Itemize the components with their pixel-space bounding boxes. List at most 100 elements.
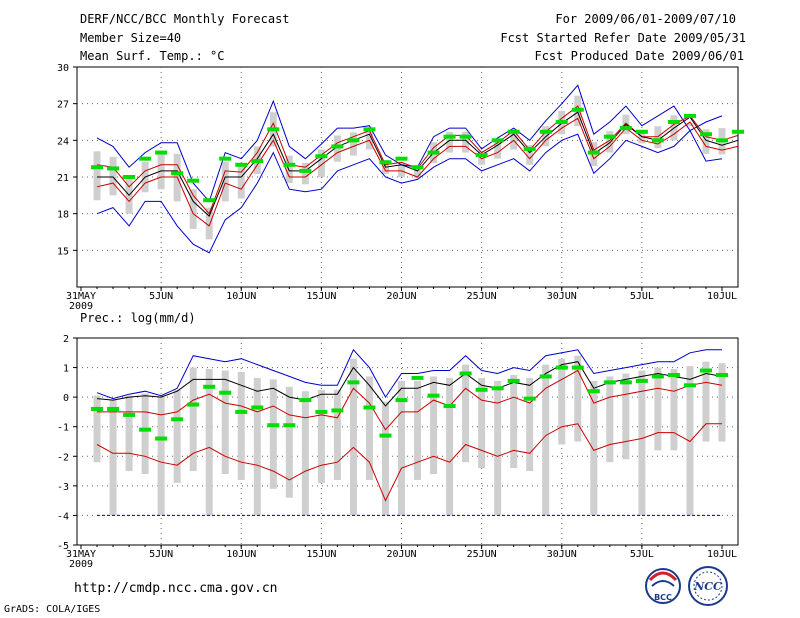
spread-bar <box>109 156 117 196</box>
spread-bar <box>157 396 165 516</box>
chart-title: DERF/NCC/BCC Monthly Forecast <box>80 12 290 26</box>
spread-bar <box>590 380 598 516</box>
green-marker <box>123 175 136 179</box>
green-marker <box>139 427 152 432</box>
y-tick-label: 18 <box>57 210 69 221</box>
spread-bar <box>574 355 582 442</box>
green-marker <box>331 144 344 149</box>
x-tick-label: 10JUL <box>707 291 737 302</box>
green-marker <box>443 134 456 139</box>
green-marker <box>507 129 520 134</box>
green-marker <box>651 138 664 143</box>
spread-bar <box>414 167 422 179</box>
spread-bar <box>349 132 357 156</box>
green-marker <box>699 368 712 373</box>
y-tick-label: 0 <box>63 393 69 404</box>
spread-bar <box>478 377 486 469</box>
precip-variable-label: Prec.: log(mm/d) <box>80 311 196 325</box>
green-marker <box>123 412 136 417</box>
started-refer-date: Fcst Started Refer Date 2009/05/31 <box>500 31 746 45</box>
forecast-period: For 2009/06/01-2009/07/10 <box>555 12 736 26</box>
ncc-logo: NCC <box>688 566 728 606</box>
series-line-lower-range <box>96 117 739 227</box>
spread-bar <box>237 165 245 199</box>
green-marker <box>555 120 568 124</box>
green-marker <box>219 390 232 395</box>
spread-bar <box>398 163 405 177</box>
green-marker <box>411 375 424 380</box>
spread-bar <box>109 399 117 516</box>
green-marker <box>379 433 392 438</box>
green-marker <box>363 405 376 410</box>
source-url: http://cmdp.ncc.cma.gov.cn <box>74 581 278 596</box>
temp-variable-label: Mean Surf. Temp.: °C <box>80 49 225 63</box>
series-line-ensemble-max <box>96 348 722 400</box>
spread-bar <box>333 389 341 480</box>
spread-bar <box>301 162 309 185</box>
x-tick-label: 31MAY <box>66 549 96 560</box>
green-marker <box>699 132 712 137</box>
series-line-ensemble-mean <box>97 369 723 431</box>
x-tick-label: 31MAY <box>66 291 96 302</box>
spread-bar <box>349 358 357 516</box>
spread-bar <box>189 189 197 229</box>
green-marker <box>235 409 248 414</box>
green-marker <box>411 165 424 170</box>
spread-bar <box>398 380 405 516</box>
spread-bar <box>189 367 197 472</box>
grads-credit: GrADS: COLA/IGES <box>4 604 101 615</box>
green-marker <box>619 380 632 385</box>
x-tick-label: 15JUN <box>306 549 336 560</box>
green-marker <box>459 134 472 139</box>
spread-bar <box>430 376 438 475</box>
spread-bar <box>253 377 261 516</box>
spread-bar <box>702 129 710 154</box>
green-marker <box>283 423 296 428</box>
green-marker <box>732 129 745 134</box>
spread-bar <box>558 358 566 445</box>
plot-frame <box>76 337 739 546</box>
green-marker <box>716 372 728 377</box>
green-marker <box>251 159 264 164</box>
spread-bar <box>285 386 293 498</box>
spread-bar <box>125 395 133 472</box>
x-tick-label: 10JUN <box>226 291 256 302</box>
green-marker <box>347 138 360 143</box>
spread-bar <box>446 377 454 516</box>
green-marker <box>379 160 392 165</box>
green-marker <box>219 156 232 161</box>
series-line-ensemble-min <box>96 129 723 254</box>
ncc-logo-text: NCC <box>693 580 722 593</box>
green-marker <box>347 380 360 385</box>
spread-bar <box>381 401 389 516</box>
y-tick-label: 30 <box>57 63 69 74</box>
green-marker <box>251 405 264 410</box>
green-marker <box>667 372 680 377</box>
green-marker <box>203 198 216 203</box>
green-marker <box>155 150 168 155</box>
y-tick-label: -2 <box>57 452 69 463</box>
spread-bar <box>686 366 694 516</box>
green-marker <box>491 386 504 391</box>
spread-bar <box>141 393 149 475</box>
x-tick-label: 20JUN <box>386 291 416 302</box>
spread-bar <box>157 153 165 190</box>
green-marker <box>155 436 168 441</box>
green-marker <box>587 389 600 394</box>
x-tick-label: 5JUN <box>149 549 173 560</box>
bcc-logo-text: BCC <box>654 593 672 602</box>
green-marker <box>427 393 440 398</box>
green-marker <box>571 107 584 112</box>
y-tick-label: -4 <box>57 511 69 522</box>
spread-bar <box>462 131 470 153</box>
green-marker <box>395 156 408 161</box>
x-tick-label: 5JUL <box>630 291 654 302</box>
green-marker <box>107 406 120 411</box>
green-marker <box>107 166 120 171</box>
spread-bar <box>542 364 550 516</box>
x-tick-label: 30JUN <box>547 291 577 302</box>
spread-bar <box>333 135 341 162</box>
green-marker <box>187 178 200 183</box>
spread-bar <box>494 380 502 516</box>
